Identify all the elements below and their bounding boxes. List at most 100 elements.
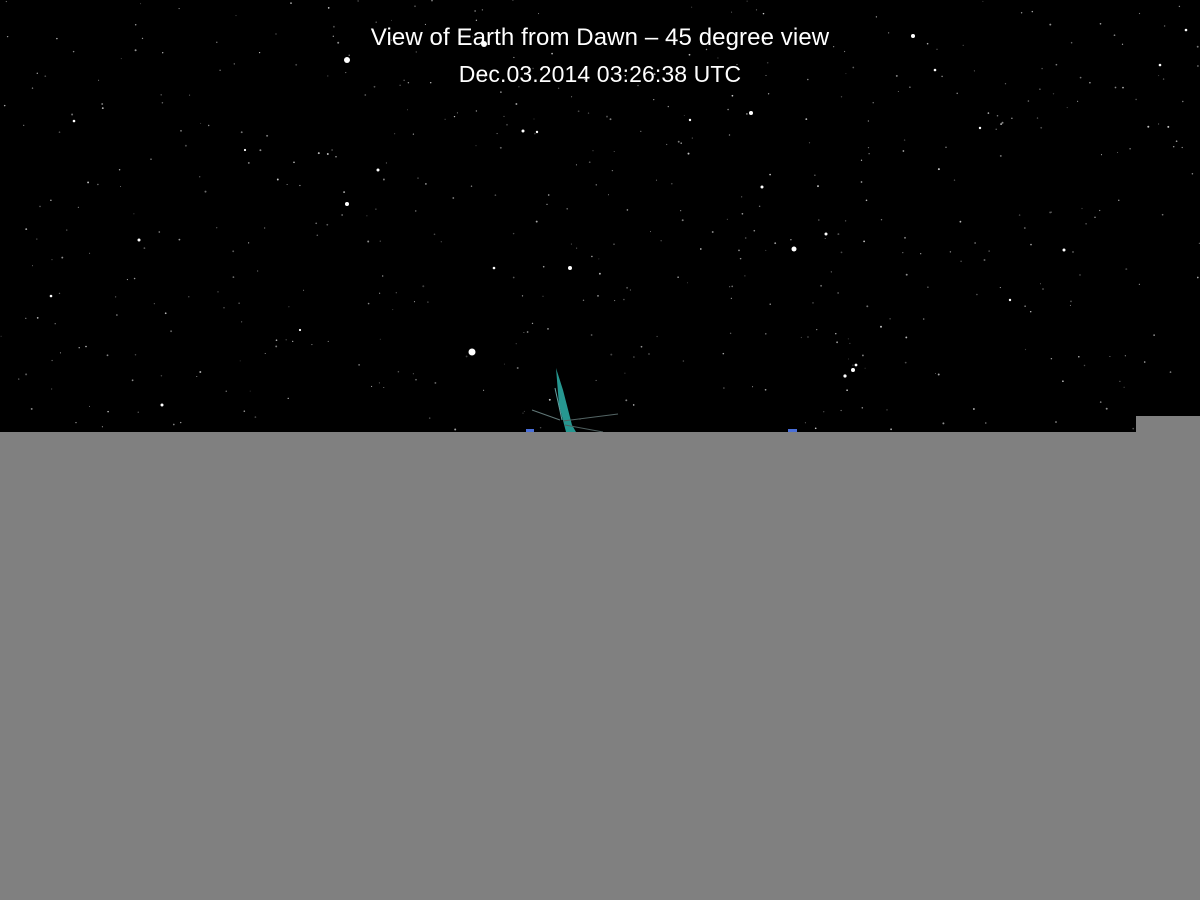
- faint-star: [864, 367, 866, 369]
- faint-star: [805, 118, 808, 120]
- faint-star: [357, 0, 359, 2]
- faint-star: [648, 353, 650, 355]
- faint-star: [434, 381, 437, 384]
- faint-star: [626, 286, 629, 289]
- faint-star: [597, 295, 599, 297]
- faint-star: [101, 107, 104, 109]
- star: [492, 266, 496, 270]
- faint-star: [259, 149, 262, 152]
- faint-star: [341, 214, 343, 216]
- faint-star: [765, 75, 767, 76]
- faint-star: [1089, 81, 1091, 84]
- faint-star: [516, 367, 519, 369]
- faint-star: [512, 232, 515, 235]
- faint-star: [902, 150, 905, 152]
- faint-star: [1099, 401, 1102, 403]
- faint-star: [164, 312, 167, 315]
- star: [468, 348, 476, 356]
- faint-star: [199, 176, 201, 178]
- faint-star: [653, 73, 656, 76]
- faint-star: [546, 203, 548, 205]
- faint-star: [481, 9, 484, 11]
- faint-star: [241, 321, 243, 323]
- faint-star: [233, 63, 235, 65]
- faint-star: [116, 314, 118, 316]
- faint-star: [542, 265, 545, 268]
- faint-star: [23, 124, 25, 126]
- star: [344, 57, 350, 63]
- faint-star: [327, 340, 329, 342]
- faint-star: [162, 52, 164, 54]
- faint-star: [1036, 117, 1039, 119]
- faint-star: [588, 161, 591, 164]
- faint-star: [1023, 227, 1026, 229]
- faint-star: [835, 333, 837, 335]
- faint-star: [861, 354, 864, 357]
- faint-star: [765, 333, 767, 335]
- faint-star: [1078, 355, 1080, 358]
- faint-star: [317, 152, 320, 155]
- faint-star: [101, 426, 103, 428]
- faint-star: [1153, 334, 1155, 336]
- faint-star: [987, 112, 990, 114]
- faint-star: [315, 222, 318, 225]
- faint-star: [474, 10, 476, 12]
- faint-star: [867, 120, 870, 122]
- faint-star: [769, 303, 771, 305]
- faint-star: [454, 428, 457, 431]
- faint-star: [570, 243, 572, 245]
- faint-star: [522, 412, 524, 414]
- faint-star: [591, 255, 593, 258]
- faint-star: [608, 194, 609, 196]
- faint-star: [922, 318, 925, 320]
- star: [978, 126, 982, 130]
- star: [933, 68, 937, 72]
- faint-star: [97, 183, 99, 186]
- faint-star: [286, 184, 288, 185]
- faint-star: [886, 409, 888, 411]
- faint-star: [818, 219, 820, 221]
- faint-star: [680, 210, 682, 212]
- faint-star: [311, 344, 313, 346]
- faint-star: [390, 39, 393, 41]
- faint-star: [140, 3, 142, 5]
- faint-star: [717, 57, 719, 59]
- faint-star: [999, 287, 1001, 289]
- faint-star: [687, 152, 690, 155]
- faint-star: [1070, 41, 1073, 44]
- faint-star: [256, 270, 259, 272]
- faint-star: [1158, 123, 1160, 125]
- faint-star: [1125, 268, 1128, 271]
- faint-star: [500, 91, 502, 93]
- faint-star: [1138, 283, 1140, 285]
- faint-star: [1070, 300, 1072, 303]
- faint-star: [686, 282, 689, 284]
- faint-star: [746, 0, 748, 2]
- faint-star: [39, 205, 41, 208]
- faint-star: [626, 209, 629, 211]
- faint-star: [640, 345, 643, 348]
- faint-star: [982, 0, 984, 2]
- faint-star: [598, 258, 600, 260]
- faint-star: [216, 41, 218, 43]
- star: [1184, 28, 1188, 32]
- faint-star: [1050, 357, 1053, 360]
- faint-star: [247, 161, 250, 164]
- faint-star: [1196, 65, 1199, 67]
- faint-star: [999, 154, 1002, 157]
- faint-star: [655, 179, 658, 181]
- faint-star: [258, 51, 261, 54]
- faint-star: [1049, 23, 1052, 26]
- faint-star: [428, 417, 431, 419]
- faint-star: [1055, 63, 1058, 66]
- faint-star: [920, 253, 922, 255]
- faint-star: [909, 86, 911, 88]
- faint-star: [1049, 211, 1052, 214]
- faint-star: [494, 194, 497, 196]
- faint-star: [904, 236, 906, 239]
- faint-star: [403, 79, 405, 81]
- faint-star: [945, 146, 947, 148]
- faint-star: [51, 359, 53, 362]
- faint-star: [1062, 380, 1064, 383]
- faint-star: [50, 388, 53, 390]
